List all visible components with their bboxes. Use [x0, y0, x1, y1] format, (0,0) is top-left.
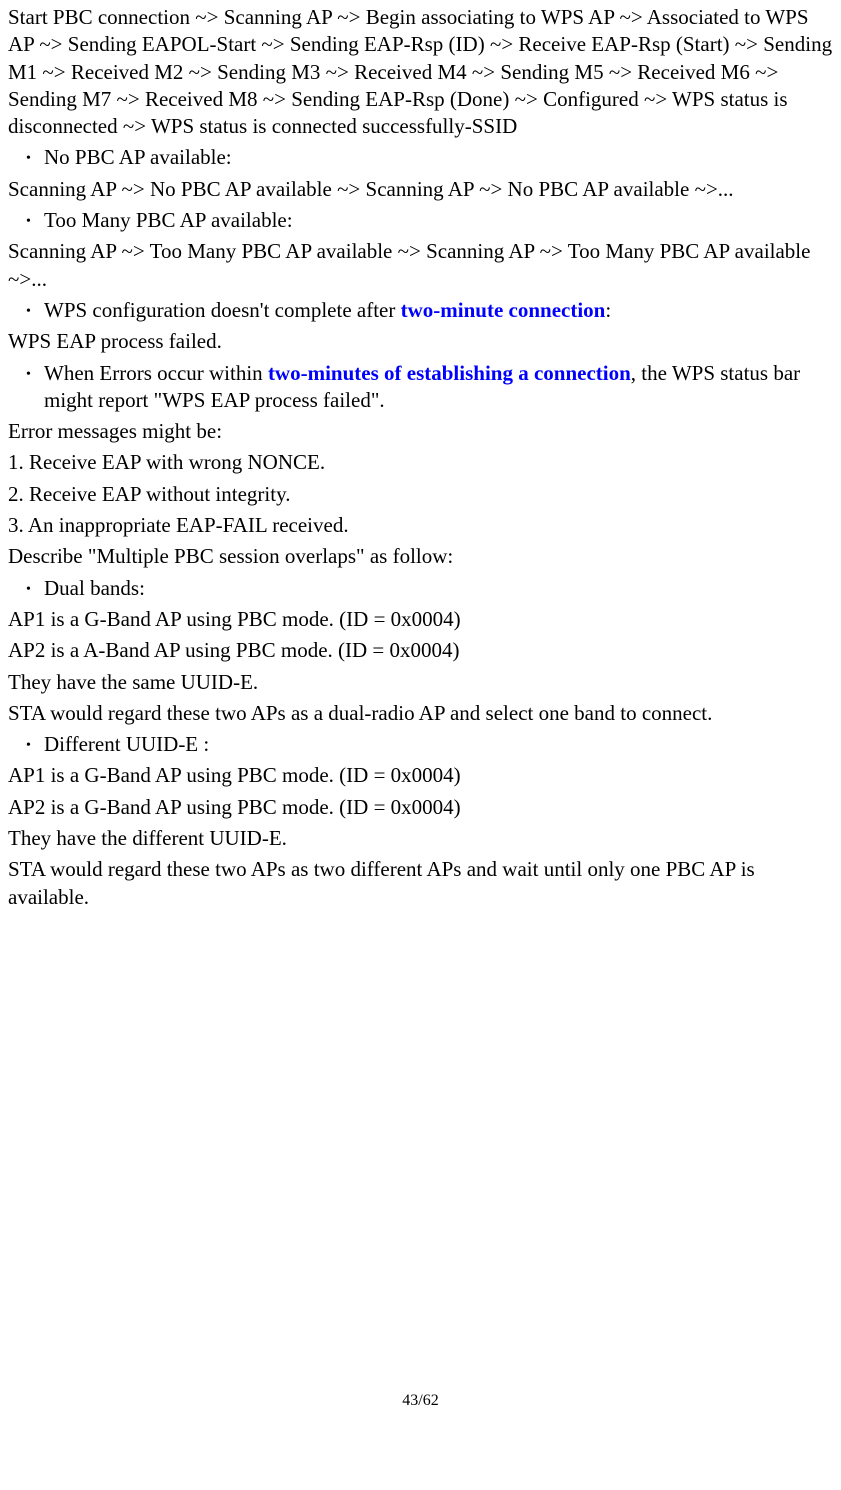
- bullet-too-many-pbc: Too Many PBC AP available:: [26, 207, 833, 234]
- paragraph-error-1: 1. Receive EAP with wrong NONCE.: [8, 449, 833, 476]
- highlight-two-minute: two-minute connection: [401, 298, 606, 322]
- bullet-errors-two-minutes: When Errors occur within two-minutes of …: [26, 360, 833, 415]
- paragraph-eap-failed: WPS EAP process failed.: [8, 328, 833, 355]
- paragraph-ap2-aband: AP2 is a A-Band AP using PBC mode. (ID =…: [8, 637, 833, 664]
- bullet-different-uuid: Different UUID-E :: [26, 731, 833, 758]
- paragraph-no-pbc-sequence: Scanning AP ~> No PBC AP available ~> Sc…: [8, 176, 833, 203]
- paragraph-error-3: 3. An inappropriate EAP-FAIL received.: [8, 512, 833, 539]
- text-post: :: [605, 298, 611, 322]
- paragraph-dual-radio: STA would regard these two APs as a dual…: [8, 700, 833, 727]
- paragraph-error-2: 2. Receive EAP without integrity.: [8, 481, 833, 508]
- paragraph-too-many-sequence: Scanning AP ~> Too Many PBC AP available…: [8, 238, 833, 293]
- bullet-dual-bands: Dual bands:: [26, 575, 833, 602]
- paragraph-ap1-gband-2: AP1 is a G-Band AP using PBC mode. (ID =…: [8, 762, 833, 789]
- bullet-no-pbc-ap: No PBC AP available:: [26, 144, 833, 171]
- paragraph-pbc-sequence: Start PBC connection ~> Scanning AP ~> B…: [8, 4, 833, 140]
- paragraph-same-uuid: They have the same UUID-E.: [8, 669, 833, 696]
- document-page: Start PBC connection ~> Scanning AP ~> B…: [0, 4, 841, 1432]
- paragraph-wait-one-pbc: STA would regard these two APs as two di…: [8, 856, 833, 911]
- text-pre: WPS configuration doesn't complete after: [44, 298, 401, 322]
- page-number: 43/62: [8, 1391, 833, 1432]
- text-pre: When Errors occur within: [44, 361, 268, 385]
- bullet-two-minute-connection: WPS configuration doesn't complete after…: [26, 297, 833, 324]
- paragraph-ap2-gband-2: AP2 is a G-Band AP using PBC mode. (ID =…: [8, 794, 833, 821]
- paragraph-ap1-gband: AP1 is a G-Band AP using PBC mode. (ID =…: [8, 606, 833, 633]
- paragraph-describe-overlaps: Describe "Multiple PBC session overlaps"…: [8, 543, 833, 570]
- paragraph-different-uuid: They have the different UUID-E.: [8, 825, 833, 852]
- highlight-two-minutes-establishing: two-minutes of establishing a connection: [268, 361, 631, 385]
- paragraph-error-messages: Error messages might be:: [8, 418, 833, 445]
